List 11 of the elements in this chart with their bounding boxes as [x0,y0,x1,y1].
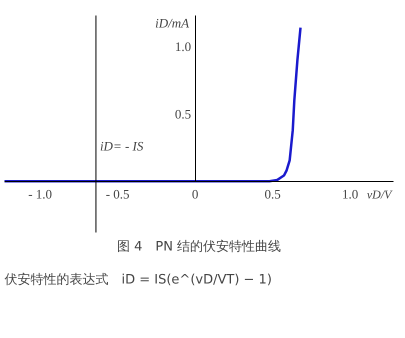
x-tick-label: 1.0 [342,186,358,202]
x-tick-label: 0 [192,186,198,202]
text: 伏安特性的表达式 iD = IS(e^(vD/VT) − 1) [4,272,272,288]
x-tick-label: 0.5 [264,186,281,202]
x-tick-label: - 1.0 [28,186,52,202]
y-axis-title: iD/mA [155,16,190,30]
x-tick-label: - 0.5 [106,186,130,202]
text: 图 4 PN 结的伏安特性曲线 [116,238,282,254]
x-axis-title: vD/V [366,187,394,202]
ref-line-label: iD= - IS [100,138,144,154]
line-series [4,26,302,183]
